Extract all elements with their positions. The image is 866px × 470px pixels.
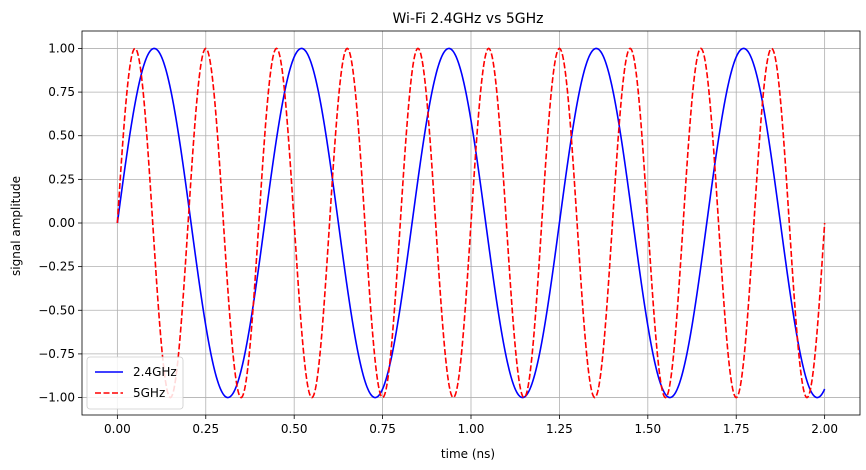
chart-title: Wi-Fi 2.4GHz vs 5GHz: [393, 11, 544, 27]
x-tick-label: 0.50: [281, 422, 308, 436]
x-tick-label: 1.50: [634, 422, 661, 436]
y-tick-label: 0.25: [48, 172, 75, 186]
y-tick-label: 0.50: [48, 129, 75, 143]
x-tick-label: 2.00: [811, 422, 838, 436]
y-tick-label: −1.00: [38, 391, 75, 405]
legend-box: [86, 356, 184, 410]
series-line-2-4ghz: [116, 47, 826, 399]
y-tick-label: 0.00: [48, 216, 75, 230]
legend-label: 5GHz: [133, 386, 165, 400]
y-tick-label: −0.50: [38, 303, 75, 317]
legend: 2.4GHz 5GHz: [86, 356, 184, 410]
x-tick-label: 0.75: [369, 422, 396, 436]
x-axis-label: time (ns): [441, 447, 495, 461]
x-tick-label: 0.00: [104, 422, 131, 436]
y-axis: −1.00 −0.75 −0.50 −0.25 0.00 0.25 0.50 0.75 1.00: [38, 41, 82, 405]
x-tick-label: 1.75: [723, 422, 750, 436]
y-tick-label: −0.25: [38, 260, 75, 274]
x-tick-label: 0.25: [192, 422, 219, 436]
series-layer: [116, 47, 826, 399]
legend-label: 2.4GHz: [133, 365, 177, 379]
x-tick-label: 1.00: [458, 422, 485, 436]
y-tick-label: 1.00: [48, 41, 75, 55]
x-axis: 0.00 0.25 0.50 0.75 1.00 1.25 1.50 1.75 2.00: [104, 415, 838, 436]
series-line-5ghz: [116, 47, 826, 399]
y-tick-label: 0.75: [48, 85, 75, 99]
y-tick-label: −0.75: [38, 347, 75, 361]
y-axis-label: signal amplitude: [9, 176, 23, 276]
x-tick-label: 1.25: [546, 422, 573, 436]
